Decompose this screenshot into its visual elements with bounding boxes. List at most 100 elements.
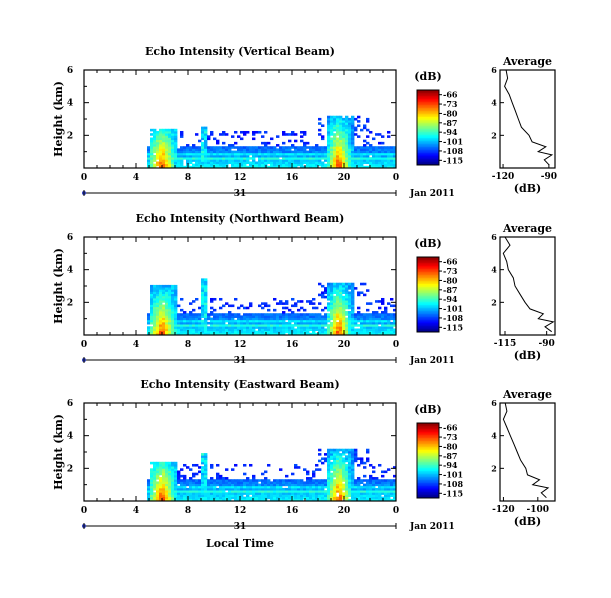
heatmap-cell [378, 490, 382, 493]
heatmap-cell [321, 332, 325, 336]
heatmap-cell [288, 152, 292, 156]
heatmap-cell [207, 159, 211, 162]
heatmap-cell [327, 295, 331, 299]
heatmap-cell [177, 470, 181, 474]
heatmap-cell [282, 150, 286, 154]
heatmap-cell [240, 328, 244, 332]
heatmap-cell [168, 128, 172, 132]
heatmap-cell [384, 315, 388, 318]
heatmap-cell [168, 137, 172, 141]
heatmap-cell [237, 492, 241, 495]
heatmap-cell [303, 496, 307, 500]
heatmap-cell [261, 148, 265, 151]
heatmap-cell [207, 326, 211, 329]
heatmap-cell [294, 490, 298, 493]
heatmap-cell [225, 479, 229, 482]
heatmap-cell [204, 496, 208, 500]
heatmap-cell [279, 487, 283, 491]
heatmap-cell [162, 128, 166, 132]
heatmap-cell [150, 490, 154, 493]
heatmap-cell [351, 144, 355, 147]
heatmap-cell [156, 302, 160, 305]
heatmap-cell [345, 295, 349, 299]
heatmap-cell [306, 150, 310, 154]
heatmap-cell [276, 317, 280, 321]
heatmap-cell [276, 498, 280, 502]
heatmap-cell [204, 284, 208, 288]
heatmap-cell [171, 295, 175, 299]
heatmap-cell [237, 485, 241, 489]
heatmap-cell [345, 302, 349, 305]
heatmap-cell [354, 481, 358, 484]
heatmap-cell [222, 479, 226, 482]
heatmap-cell [381, 487, 385, 491]
heatmap-cell [153, 317, 157, 321]
heatmap-cell [297, 317, 301, 321]
heatmap-cell [192, 332, 196, 336]
heatmap-cell [168, 144, 172, 147]
heatmap-cell [204, 468, 208, 471]
heatmap-cell [204, 159, 208, 162]
heatmap-cell [372, 481, 376, 484]
heatmap-cell [168, 133, 172, 136]
heatmap-cell [339, 135, 343, 138]
heatmap-cell [174, 496, 178, 500]
colorbar-segment [417, 490, 439, 493]
heatmap-cell [369, 146, 373, 149]
heatmap-cell [261, 165, 265, 169]
heatmap-cell [219, 146, 223, 149]
heatmap-cell [351, 313, 355, 316]
heatmap-cell [162, 130, 166, 134]
heatmap-cell [333, 474, 337, 478]
heatmap-cell [171, 137, 175, 141]
heatmap-cell [339, 291, 343, 295]
heatmap-cell [336, 117, 340, 121]
heatmap-cell [198, 332, 202, 336]
heatmap-cell [267, 463, 271, 467]
heatmap-cell [204, 146, 208, 149]
heatmap-cell [351, 448, 355, 452]
heatmap-cell [210, 330, 214, 334]
heatmap-cell [279, 326, 283, 329]
heatmap-cell [207, 321, 211, 325]
heatmap-cell [336, 130, 340, 134]
heatmap-cell [171, 293, 175, 297]
heatmap-cell [342, 466, 346, 469]
heatmap-cell [297, 319, 301, 323]
colorbar-segment [417, 99, 439, 101]
heatmap-cell [324, 457, 328, 461]
heatmap-cell [156, 483, 160, 487]
heatmap-cell [309, 302, 313, 305]
heatmap-cell [360, 332, 364, 336]
heatmap-cell [390, 326, 394, 329]
heatmap-cell [183, 317, 187, 321]
heatmap-cell [321, 135, 325, 138]
heatmap-cell [279, 317, 283, 321]
heatmap-cell [162, 321, 166, 325]
heatmap-cell [228, 321, 232, 325]
heatmap-cell [291, 332, 295, 336]
heatmap-cell [213, 494, 217, 498]
colorbar-segment [417, 299, 439, 301]
heatmap-cell [279, 324, 283, 327]
heatmap-cell [246, 154, 250, 158]
heatmap-cell [333, 300, 337, 303]
heatmap-cell [246, 483, 250, 487]
x-tick-label: 16 [286, 173, 299, 183]
heatmap-cell [381, 485, 385, 489]
colorbar-tick-label: -80 [443, 275, 458, 285]
heatmap-cell [351, 126, 355, 130]
heatmap-cell [159, 300, 163, 303]
heatmap-cell [330, 453, 334, 456]
heatmap-cell [393, 330, 397, 334]
heatmap-cell [198, 139, 202, 143]
heatmap-cell [288, 161, 292, 165]
heatmap-cell [165, 481, 169, 484]
heatmap-cell [390, 479, 394, 482]
heatmap-cell [291, 490, 295, 493]
heatmap-cell [294, 161, 298, 165]
heatmap-cell [252, 321, 256, 325]
heatmap-cell [378, 146, 382, 149]
heatmap-cell [156, 135, 160, 138]
heatmap-cell [234, 485, 238, 489]
